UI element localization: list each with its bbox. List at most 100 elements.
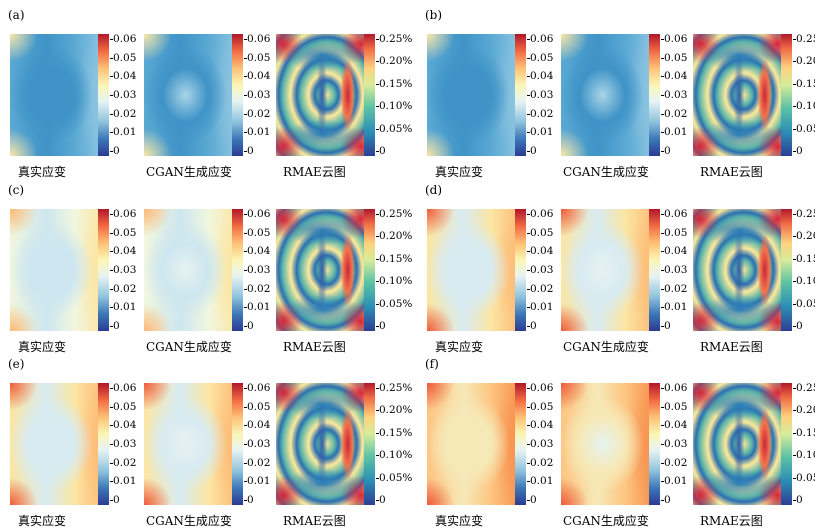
colorbar-tick-label: 0: [244, 320, 254, 333]
colorbar-tick-label: 0.05: [243, 51, 271, 64]
colorbar-tick-label: 0.06: [243, 33, 271, 45]
colorbar-tick-label: 0.02: [109, 456, 137, 469]
colorbar-tick-label: 0.01: [109, 475, 137, 488]
true-strain-caption: 真实应变: [435, 340, 484, 354]
colorbar-tick-label: 0.20%: [792, 56, 815, 67]
colorbar-tick-label: 0.25%: [375, 33, 413, 45]
cgan-strain-map: [561, 34, 653, 156]
colorbar-tick-label: 0.02: [526, 456, 554, 469]
true-strain-caption: 真实应变: [18, 514, 67, 528]
colorbar-tick-label: 0.02: [660, 456, 688, 469]
colorbar-ticks: 0.25% 0.20% 0.15% 0.10% 0.05% 0: [792, 34, 815, 156]
true-strain-map: [427, 383, 519, 505]
colorbar-tick-label: 0.01: [660, 475, 688, 488]
rmae-map: [276, 34, 368, 156]
colorbar-tick-label: 0.15%: [375, 426, 413, 439]
colorbar-tick-label: 0.04: [526, 70, 554, 83]
colorbar-tick-label: 0.02: [660, 282, 688, 295]
colorbar-tick-label: 0.10%: [792, 101, 815, 111]
colorbar-tick-label: 0.01: [243, 475, 271, 488]
colorbar-tick-label: 0.05: [109, 51, 137, 64]
colorbar: [649, 209, 660, 331]
colorbar-tick-label: 0.01: [660, 126, 688, 139]
cgan-strain-caption: CGAN生成应变: [563, 514, 649, 528]
colorbar-tick-label: 0.20%: [375, 55, 413, 68]
rmae-caption: RMAE云图: [283, 514, 346, 528]
colorbar-tick-label: 0.25%: [792, 34, 815, 44]
colorbar-tick-label: 0.03: [660, 264, 688, 276]
colorbar-ticks: 0.25% 0.20% 0.15% 0.10% 0.05% 0: [792, 209, 815, 332]
subfigure-label: (b): [425, 8, 443, 22]
colorbar-tick-label: 0.10%: [375, 100, 413, 113]
colorbar: [98, 383, 109, 505]
colorbar-ticks: 0.06 0.05 0.04 0.03 0.02 0.01 0: [660, 209, 704, 331]
colorbar-tick-label: 0.06: [526, 382, 554, 394]
rmae-caption: RMAE云图: [700, 340, 763, 354]
colorbar: [781, 209, 792, 331]
colorbar-tick-label: 0.01: [526, 126, 554, 139]
colorbar-tick-label: 0.03: [109, 438, 137, 450]
rmae-map: [693, 34, 785, 156]
colorbar-tick-label: 0.15%: [792, 254, 815, 264]
colorbar-tick-label: 0.01: [526, 301, 554, 314]
colorbar-tick-label: 0.15%: [375, 252, 413, 265]
subfigure-label: (e): [8, 357, 25, 371]
colorbar-tick-label: 0.06: [109, 382, 137, 394]
colorbar-tick-label: 0.02: [526, 107, 554, 120]
subfigure-label: (f): [425, 357, 439, 371]
colorbar-tick-label: 0.06: [109, 208, 137, 220]
colorbar-tick-label: 0: [527, 320, 537, 333]
subfigure-d: (d) 0.06 0.05 0.04 0.03 0.02 0.01 0 真实应变 0.06 0.05…: [425, 183, 815, 355]
colorbar: [781, 34, 792, 156]
colorbar-tick-label: 0.01: [243, 301, 271, 314]
colorbar-tick-label: 0.04: [109, 70, 137, 83]
colorbar: [781, 383, 792, 505]
colorbar-tick-label: 0.05: [660, 400, 688, 413]
colorbar-tick-label: 0.25%: [792, 209, 815, 219]
true-strain-map: [10, 34, 102, 156]
colorbar-tick-label: 0.02: [109, 107, 137, 120]
true-strain-map: [10, 209, 102, 331]
colorbar-tick-label: 0: [376, 320, 386, 332]
cgan-strain-map: [144, 209, 236, 331]
colorbar-tick-label: 0.05%: [792, 298, 815, 309]
colorbar-tick-label: 0.05: [526, 400, 554, 413]
subfigure-label: (d): [425, 183, 443, 197]
colorbar-ticks: 0.06 0.05 0.04 0.03 0.02 0.01 0: [109, 33, 153, 156]
rmae-caption: RMAE云图: [700, 165, 763, 179]
colorbar-tick-label: 0.06: [243, 382, 271, 394]
colorbar-tick-label: 0.01: [660, 301, 688, 314]
colorbar: [232, 383, 243, 505]
cgan-strain-caption: CGAN生成应变: [563, 165, 649, 179]
colorbar-tick-label: 0.05: [660, 51, 688, 64]
colorbar-tick-label: 0.15%: [792, 79, 815, 89]
true-strain-map: [427, 34, 519, 156]
colorbar-tick-label: 0.20%: [375, 404, 413, 417]
colorbar: [364, 383, 375, 505]
colorbar-tick-label: 0.01: [243, 126, 271, 139]
colorbar-tick-label: 0.10%: [375, 275, 413, 288]
colorbar-tick-label: 0.25%: [792, 383, 815, 393]
colorbar-tick-label: 0.03: [109, 89, 137, 101]
colorbar-tick-label: 0.03: [243, 89, 271, 101]
colorbar: [649, 34, 660, 156]
colorbar-tick-label: 0.02: [243, 282, 271, 295]
colorbar-ticks: 0.06 0.05 0.04 0.03 0.02 0.01 0: [243, 382, 287, 505]
colorbar-tick-label: 0: [793, 320, 803, 332]
colorbar-tick-label: 0.03: [243, 264, 271, 276]
colorbar: [515, 209, 526, 331]
colorbar-tick-label: 0.03: [243, 438, 271, 450]
colorbar-tick-label: 0.06: [660, 33, 688, 45]
colorbar-ticks: 0.06 0.05 0.04 0.03 0.02 0.01 0: [660, 382, 704, 505]
colorbar-tick-label: 0: [376, 145, 386, 157]
colorbar-ticks: 0.25% 0.20% 0.15% 0.10% 0.05% 0: [375, 33, 419, 157]
subfigure-b: (b) 0.06 0.05 0.04 0.03 0.02 0.01 0 真实应变 0.06 0.05…: [425, 8, 815, 180]
subfigure-f: (f) 0.06 0.05 0.04 0.03 0.02 0.01 0 真实应变 0.06 0.05…: [425, 357, 815, 529]
colorbar-tick-label: 0.06: [660, 382, 688, 394]
colorbar-tick-label: 0.02: [243, 107, 271, 120]
colorbar-tick-label: 0.06: [109, 33, 137, 45]
colorbar-tick-label: 0.05: [243, 400, 271, 413]
colorbar-tick-label: 0.15%: [375, 77, 413, 90]
subfigure-a: (a) 0.06 0.05 0.04 0.03 0.02 0.01 0 真实应变 0.06 0.05…: [8, 8, 412, 180]
colorbar: [98, 209, 109, 331]
